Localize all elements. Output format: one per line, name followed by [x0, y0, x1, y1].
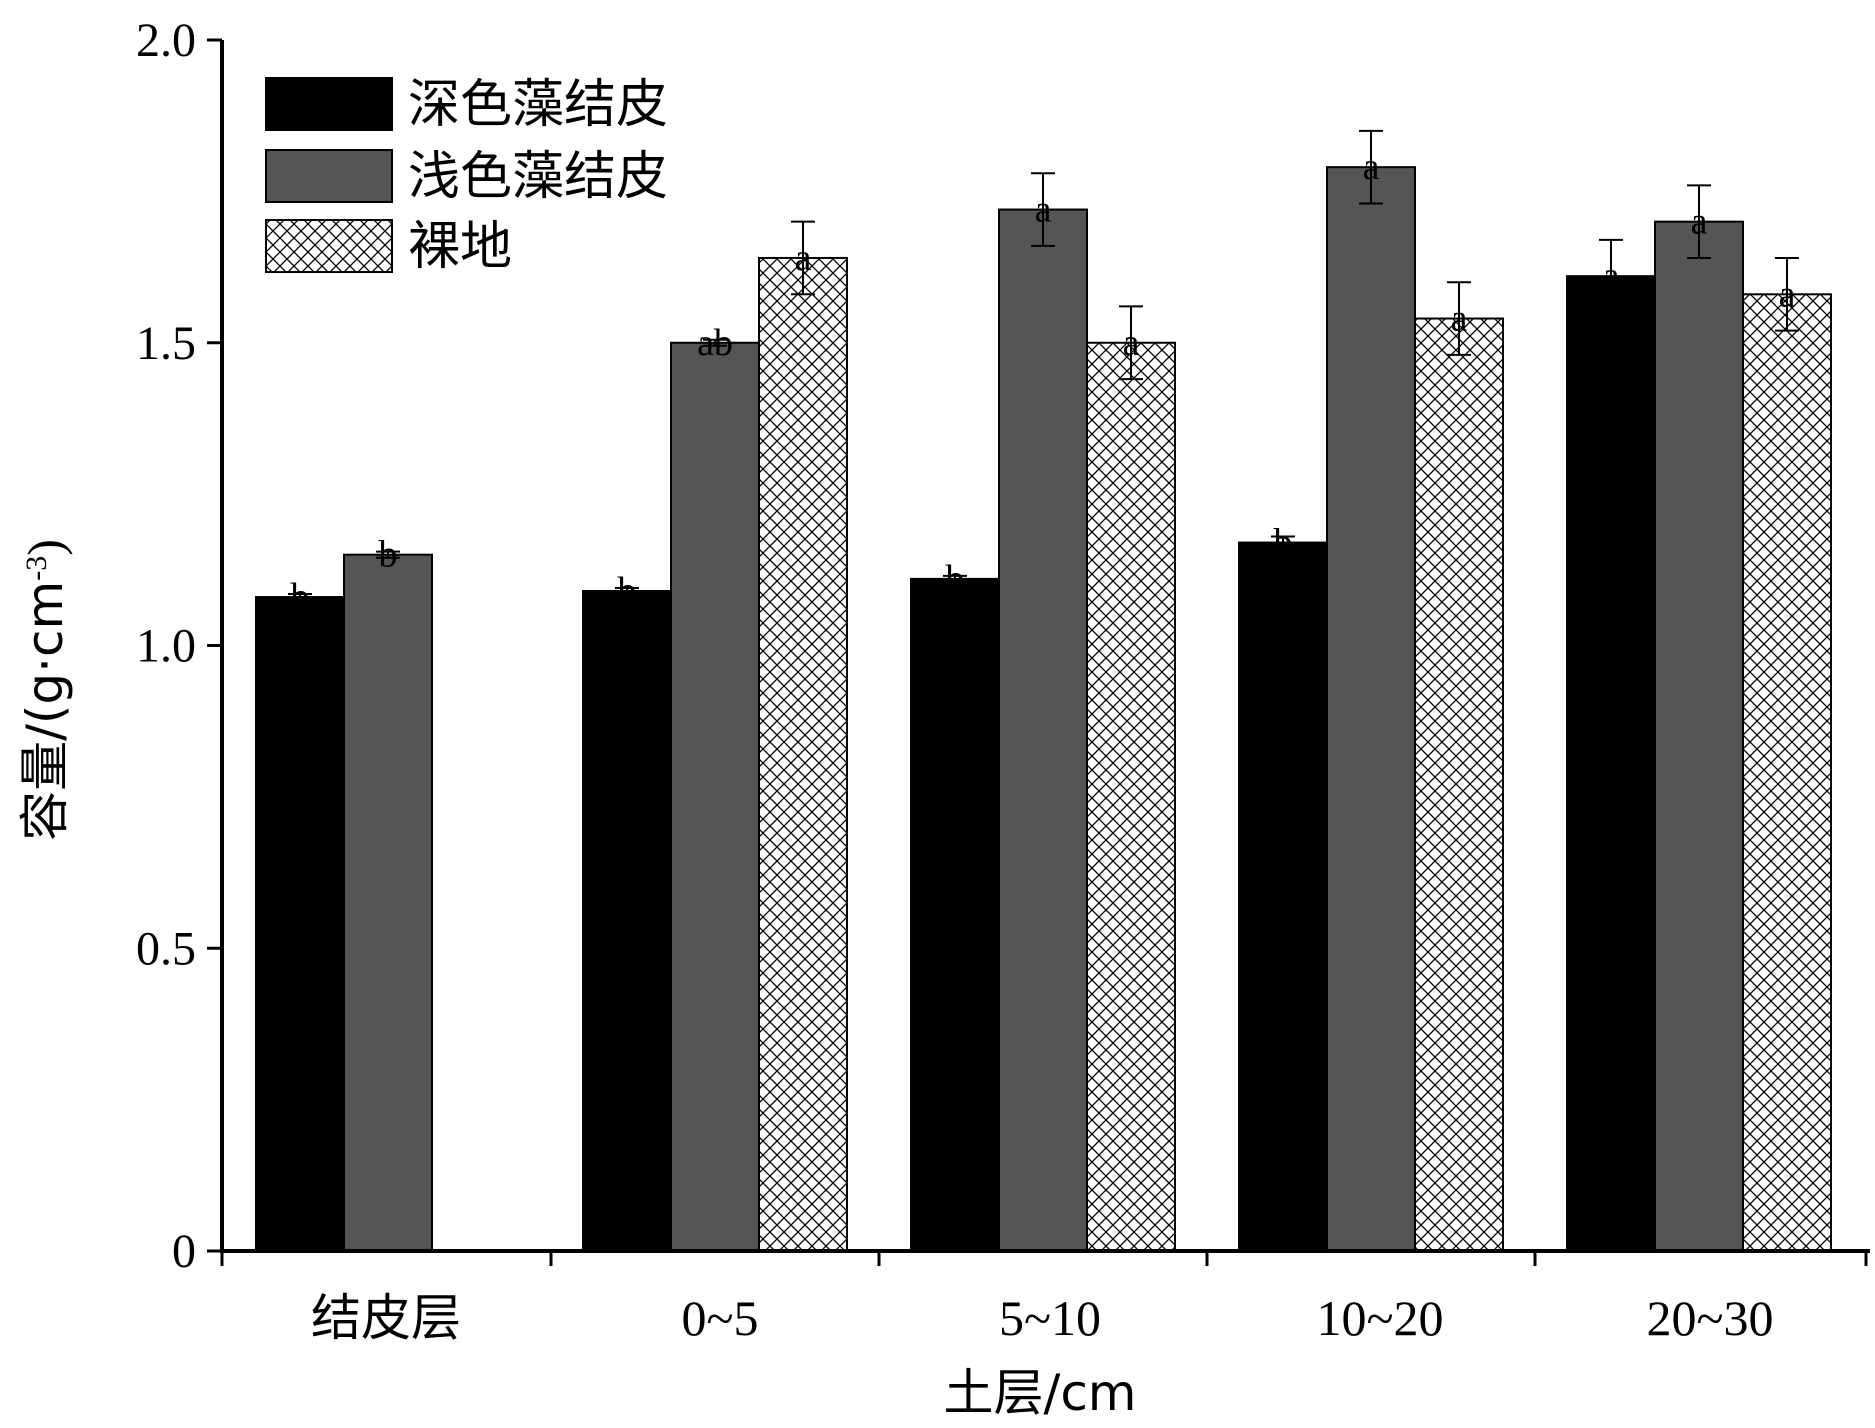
- error-bar-series3-cat2: [791, 220, 815, 296]
- legend-item: 裸地: [265, 217, 512, 277]
- legend-label: 深色藻结皮: [408, 75, 668, 135]
- legend-label: 浅色藻结皮: [408, 147, 668, 207]
- error-bar-series1-cat2: [615, 586, 639, 596]
- bar-series3-cat3: [1086, 341, 1176, 1252]
- legend-label: 裸地: [408, 217, 512, 277]
- bar-series2-cat4: [1326, 166, 1416, 1252]
- error-bar-series2-cat2: [703, 338, 727, 347]
- bar-series1-cat5: [1566, 275, 1656, 1252]
- bar-series1-cat4: [1238, 541, 1328, 1252]
- x-axis-label: 土层/cm: [943, 1364, 1136, 1422]
- y-axis-label: 容量/(g·cm-3): [16, 539, 74, 841]
- y-tick-label: 2.0: [136, 14, 196, 67]
- bar-series2-cat1: [343, 553, 433, 1252]
- error-bar-series1-cat1: [288, 593, 312, 602]
- bar-series1-cat2: [582, 590, 672, 1252]
- legend-item: 浅色藻结皮: [265, 147, 668, 207]
- bar-series2-cat5: [1654, 220, 1744, 1252]
- error-bar-series2-cat3: [1031, 172, 1055, 247]
- x-tick-label: 5~10: [999, 1290, 1101, 1346]
- bar-series3-cat2: [758, 256, 848, 1253]
- legend-swatch: [265, 219, 393, 273]
- x-tick-label: 结皮层: [311, 1289, 461, 1347]
- bar-series2-cat3: [998, 208, 1088, 1252]
- x-tick-label: 0~5: [681, 1290, 758, 1346]
- error-bars-layer: [288, 129, 1799, 602]
- y-tick-label: 1.0: [136, 620, 196, 673]
- error-bar-series3-cat4: [1447, 281, 1471, 356]
- error-bar-series1-cat5: [1599, 238, 1623, 314]
- error-bar-series2-cat5: [1687, 184, 1711, 259]
- y-tick-label: 0.5: [136, 922, 196, 975]
- x-tick-label: 10~20: [1316, 1290, 1443, 1346]
- bar-series1-cat1: [255, 596, 345, 1252]
- bar-series3-cat5: [1742, 293, 1832, 1252]
- bar-series3-cat4: [1414, 317, 1504, 1252]
- error-bar-series1-cat3: [943, 574, 967, 583]
- error-bar-series1-cat4: [1271, 535, 1295, 550]
- y-tick-label: 0: [172, 1225, 196, 1278]
- bars-layer: [255, 166, 1832, 1253]
- legend-swatch: [265, 149, 393, 203]
- y-tick-label: 1.5: [136, 317, 196, 370]
- legend-item: 深色藻结皮: [265, 75, 668, 135]
- error-bar-series3-cat5: [1775, 256, 1799, 332]
- error-bar-series2-cat1: [376, 550, 400, 559]
- legend-swatch: [265, 77, 393, 131]
- error-bar-series2-cat4: [1359, 129, 1383, 205]
- x-axis-ticks: 结皮层 0~5 5~10 10~20 20~30: [220, 1251, 1868, 1347]
- x-tick-label: 20~30: [1646, 1290, 1773, 1346]
- bar-series1-cat3: [910, 577, 1000, 1252]
- bar-series2-cat2: [670, 341, 760, 1252]
- y-axis-ticks: 0 0.5 1.0 1.5 2.0: [136, 14, 222, 1278]
- error-bar-series3-cat3: [1119, 305, 1143, 381]
